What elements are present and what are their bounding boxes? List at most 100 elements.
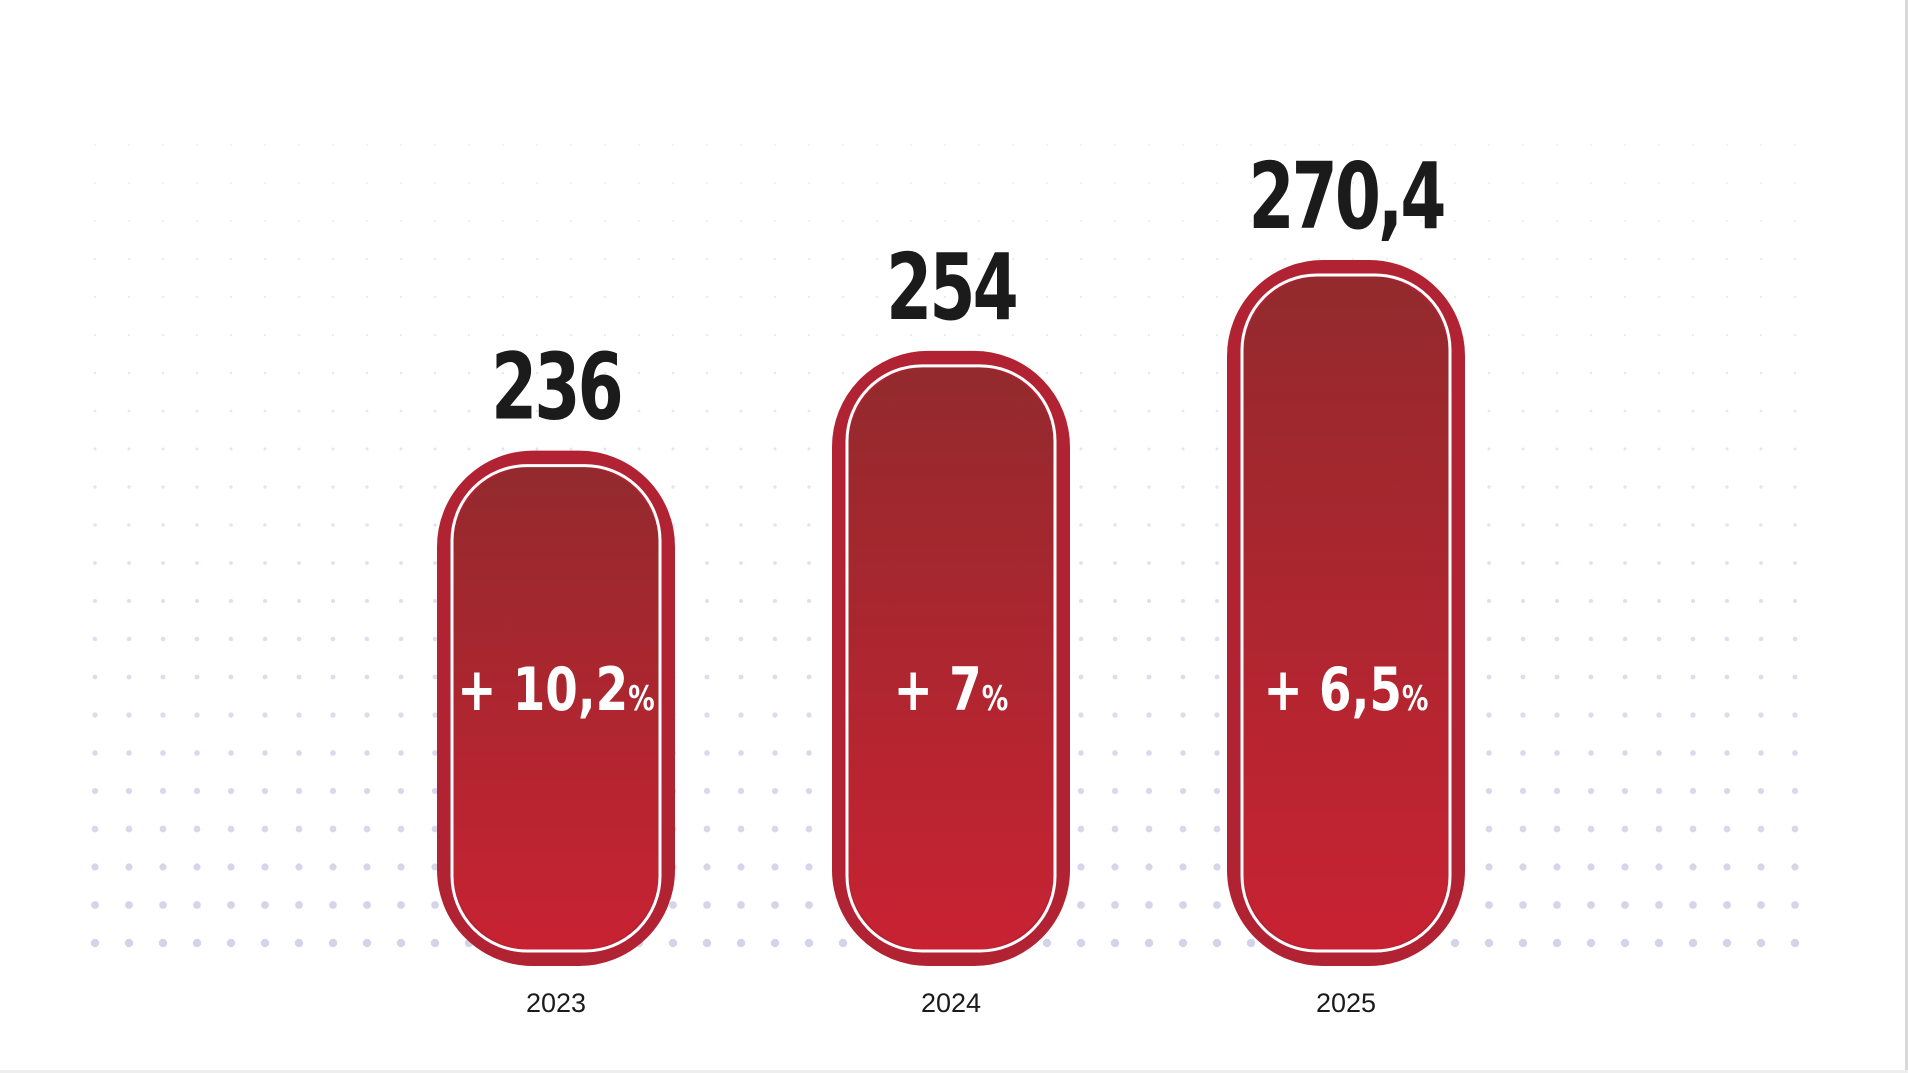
grid-dot [159, 787, 167, 795]
grid-dot [263, 561, 267, 565]
grid-dot [1146, 636, 1152, 642]
grid-dot [362, 938, 372, 948]
grid-dot [1045, 181, 1049, 185]
grid-dot [93, 257, 97, 261]
grid-dot [1759, 181, 1763, 185]
grid-dot [1656, 712, 1662, 718]
grid-dot [739, 257, 743, 261]
grid-dot [366, 144, 368, 146]
grid-dot [1756, 938, 1766, 948]
grid-dot [804, 938, 814, 948]
grid-dot [1656, 636, 1662, 642]
grid-dot [1657, 485, 1661, 489]
value-label-2025: 270,4 [1248, 143, 1444, 250]
grid-dot [806, 598, 812, 604]
grid-dot [1759, 561, 1763, 565]
grid-dot [297, 181, 301, 185]
grid-dot [365, 447, 369, 451]
grid-dot [1113, 561, 1117, 565]
grid-dot [1759, 485, 1763, 489]
grid-dot [431, 825, 439, 833]
grid-dot [1146, 598, 1152, 604]
grid-dot [1215, 485, 1219, 489]
grid-dot [1622, 674, 1628, 680]
grid-dot [91, 863, 99, 871]
grid-dot [263, 181, 267, 185]
grid-dot [501, 257, 505, 261]
grid-dot [807, 561, 811, 565]
grid-dot [467, 409, 471, 413]
grid-dot [671, 333, 675, 337]
grid-dot [841, 295, 845, 299]
grid-dot [467, 371, 471, 375]
grid-dot [400, 144, 402, 146]
grid-dot [1351, 181, 1355, 185]
grid-dot [1487, 447, 1491, 451]
grid-dot [1180, 712, 1186, 718]
grid-dot [772, 674, 778, 680]
growth-label-2024: + 7% [894, 654, 1009, 724]
grid-dot [1113, 219, 1117, 223]
grid-dot [773, 181, 777, 185]
grid-dot [433, 257, 437, 261]
grid-dot [1419, 257, 1423, 261]
grid-dot [196, 144, 198, 146]
grid-dot [806, 636, 812, 642]
grid-dot [842, 144, 844, 146]
grid-dot [1249, 219, 1253, 223]
grid-dot [603, 409, 607, 413]
grid-dot [1317, 219, 1321, 223]
grid-dot [739, 333, 743, 337]
grid-dot [1212, 938, 1222, 948]
grid-dot [93, 447, 97, 451]
grid-dot [705, 219, 709, 223]
grid-dot [805, 825, 813, 833]
grid-dot [295, 901, 303, 909]
grid-dot [1147, 181, 1151, 185]
grid-dot [1792, 674, 1798, 680]
grid-dot [1657, 181, 1661, 185]
grid-dot [774, 144, 776, 146]
grid-dot [1691, 409, 1695, 413]
grid-dot [603, 371, 607, 375]
grid-dot [1589, 447, 1593, 451]
grid-dot [1519, 787, 1527, 795]
grid-dot [806, 712, 812, 718]
grid-dot [1724, 598, 1730, 604]
grid-dot [638, 144, 640, 146]
grid-dot [1758, 750, 1764, 756]
grid-dot [1181, 181, 1185, 185]
grid-dot [363, 787, 371, 795]
grid-dot [1553, 901, 1561, 909]
grid-dot [431, 787, 439, 795]
grid-dot [909, 333, 913, 337]
grid-dot [1521, 561, 1525, 565]
grid-dot [841, 371, 845, 375]
grid-dot [1521, 295, 1525, 299]
grid-dot [263, 523, 267, 527]
grid-dot [398, 598, 404, 604]
grid-dot [671, 295, 675, 299]
grid-dot [1453, 295, 1457, 299]
grid-dot [1519, 825, 1527, 833]
grid-dot [263, 409, 267, 413]
grid-dot [738, 750, 744, 756]
grid-dot [329, 863, 337, 871]
grid-dot [1793, 561, 1797, 565]
grid-dot [1588, 674, 1594, 680]
grid-dot [1214, 598, 1220, 604]
grid-dot [1623, 219, 1627, 223]
grid-dot [398, 636, 404, 642]
grid-dot [807, 447, 811, 451]
grid-dot [1215, 561, 1219, 565]
grid-dot [1623, 409, 1627, 413]
grid-dot [126, 712, 132, 718]
grid-dot [603, 333, 607, 337]
grid-dot [297, 333, 301, 337]
grid-dot [705, 295, 709, 299]
grid-dot [875, 257, 879, 261]
grid-dot [126, 674, 132, 680]
grid-dot [431, 901, 439, 909]
grid-dot [194, 750, 200, 756]
grid-dot [1453, 257, 1457, 261]
